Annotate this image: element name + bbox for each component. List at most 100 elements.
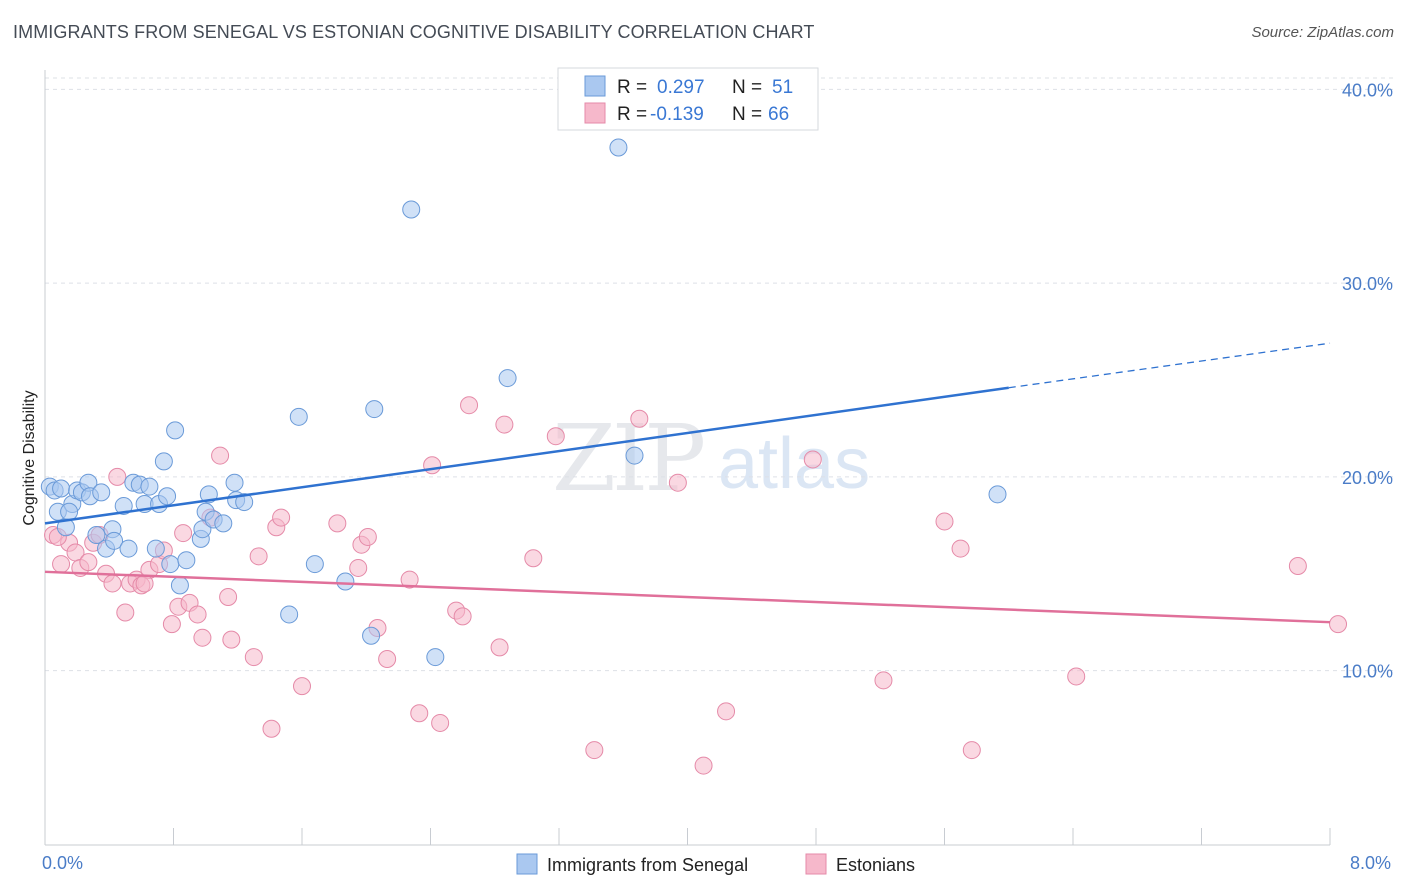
data-point-estonians bbox=[962, 741, 981, 760]
legend-swatch-senegal bbox=[584, 75, 606, 97]
watermark-atlas: atlas bbox=[718, 424, 870, 504]
data-point-estonians bbox=[262, 719, 281, 738]
legend-n-value-2: 66 bbox=[768, 104, 789, 125]
data-point-estonians bbox=[1288, 557, 1307, 575]
data-point-senegal bbox=[305, 555, 324, 574]
data-point-estonians bbox=[162, 615, 181, 634]
data-point-senegal bbox=[114, 496, 133, 515]
gridlines bbox=[45, 77, 1395, 672]
bottom-legend-label-senegal: Immigrants from Senegal bbox=[547, 855, 748, 875]
trend-lines bbox=[44, 342, 1331, 624]
data-point-senegal bbox=[225, 473, 244, 492]
data-point-estonians bbox=[410, 704, 429, 723]
data-point-estonians bbox=[174, 524, 193, 543]
data-point-senegal bbox=[119, 539, 138, 558]
bottom-legend: Immigrants from Senegal Estonians bbox=[516, 853, 915, 875]
legend-n-label-2: N = bbox=[732, 104, 762, 125]
bottom-legend-swatch-estonians bbox=[805, 853, 827, 875]
data-point-estonians bbox=[546, 427, 565, 446]
x-tick-label-min: 0.0% bbox=[42, 853, 83, 873]
data-point-estonians bbox=[116, 603, 135, 622]
legend-swatch-estonians bbox=[584, 102, 606, 124]
data-point-senegal bbox=[362, 626, 381, 645]
data-point-senegal bbox=[161, 555, 180, 574]
data-point-estonians bbox=[495, 415, 514, 434]
data-point-senegal bbox=[52, 479, 71, 498]
y-axis-label: Cognitive Disability bbox=[21, 390, 38, 525]
data-point-senegal bbox=[498, 369, 517, 388]
data-point-senegal bbox=[289, 407, 308, 426]
data-point-estonians bbox=[1067, 667, 1086, 686]
data-point-senegal bbox=[426, 648, 445, 667]
data-point-estonians bbox=[951, 539, 970, 558]
data-point-estonians bbox=[52, 555, 71, 574]
data-point-estonians bbox=[244, 648, 263, 667]
data-point-estonians bbox=[803, 450, 822, 469]
data-point-estonians bbox=[717, 702, 736, 721]
data-point-estonians bbox=[222, 630, 241, 649]
y-tick-label: 10.0% bbox=[1342, 662, 1393, 682]
data-point-estonians bbox=[219, 588, 238, 606]
data-point-estonians bbox=[211, 446, 230, 465]
data-point-estonians bbox=[188, 605, 207, 624]
data-point-estonians bbox=[293, 677, 311, 696]
legend-n-label-1: N = bbox=[732, 77, 762, 98]
chart-title: IMMIGRANTS FROM SENEGAL VS ESTONIAN COGN… bbox=[13, 22, 815, 42]
data-point-estonians bbox=[272, 508, 291, 527]
data-point-senegal bbox=[280, 605, 299, 624]
data-point-senegal bbox=[158, 487, 177, 506]
data-point-estonians bbox=[490, 638, 509, 657]
data-point-estonians bbox=[585, 741, 604, 760]
data-point-estonians bbox=[453, 607, 472, 626]
data-point-estonians bbox=[400, 570, 419, 589]
trend-line-estonians bbox=[44, 570, 1331, 624]
legend-r-label-2: R = bbox=[617, 104, 647, 125]
data-point-estonians bbox=[935, 512, 954, 531]
data-point-estonians bbox=[378, 650, 397, 668]
data-point-estonians bbox=[524, 549, 543, 568]
data-point-senegal bbox=[988, 485, 1007, 504]
data-point-estonians bbox=[874, 671, 893, 690]
data-point-estonians bbox=[1329, 615, 1348, 634]
data-point-senegal bbox=[146, 539, 165, 558]
data-point-senegal bbox=[336, 572, 355, 591]
bottom-legend-label-estonians: Estonians bbox=[836, 855, 915, 875]
x-ticks bbox=[44, 828, 1331, 845]
data-point-estonians bbox=[668, 473, 687, 492]
data-point-estonians bbox=[328, 514, 347, 533]
legend-r-value-1: 0.297 bbox=[657, 77, 705, 98]
legend-r-value-2: -0.139 bbox=[650, 104, 704, 125]
trend-line-senegal-extrapolated bbox=[1008, 342, 1331, 389]
y-tick-label: 40.0% bbox=[1342, 80, 1393, 100]
data-point-senegal bbox=[609, 138, 628, 157]
trend-line-senegal bbox=[44, 386, 1009, 525]
data-point-senegal bbox=[177, 551, 196, 570]
data-point-senegal bbox=[625, 446, 644, 465]
data-point-senegal bbox=[87, 526, 106, 544]
data-point-estonians bbox=[79, 553, 98, 572]
data-point-estonians bbox=[249, 547, 268, 566]
y-tick-label: 30.0% bbox=[1342, 274, 1393, 294]
data-point-estonians bbox=[431, 713, 450, 732]
data-point-estonians bbox=[103, 574, 122, 593]
data-point-senegal bbox=[214, 514, 233, 533]
data-point-senegal bbox=[166, 421, 185, 440]
data-point-senegal bbox=[402, 200, 421, 219]
data-point-senegal bbox=[365, 400, 384, 419]
legend-n-value-1: 51 bbox=[772, 77, 793, 98]
data-point-estonians bbox=[193, 628, 212, 647]
data-point-senegal bbox=[140, 477, 159, 496]
data-point-senegal bbox=[235, 493, 254, 512]
y-tick-labels: 10.0% 20.0% 30.0% 40.0% bbox=[1342, 80, 1393, 681]
data-point-senegal bbox=[92, 483, 111, 502]
y-tick-label: 20.0% bbox=[1342, 468, 1393, 488]
x-tick-label-max: 8.0% bbox=[1350, 853, 1391, 873]
data-point-estonians bbox=[694, 756, 713, 775]
data-point-senegal bbox=[170, 576, 189, 595]
data-point-senegal bbox=[105, 531, 124, 550]
legend-box: R = 0.297 N = 51 R = -0.139 N = 66 bbox=[557, 67, 819, 131]
data-point-estonians bbox=[358, 527, 377, 546]
source-label: Source: ZipAtlas.com bbox=[1251, 24, 1394, 41]
data-point-estonians bbox=[108, 467, 127, 486]
